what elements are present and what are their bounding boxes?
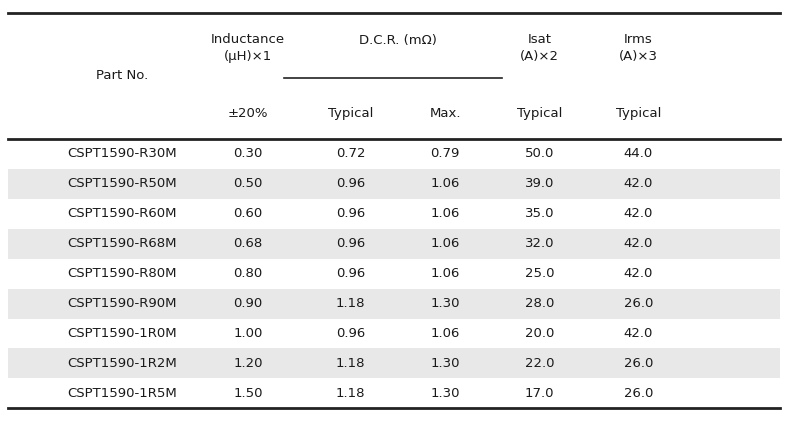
Text: ±20%: ±20% bbox=[228, 107, 269, 120]
Text: 0.96: 0.96 bbox=[336, 207, 366, 220]
Text: 1.18: 1.18 bbox=[336, 357, 366, 370]
Text: 44.0: 44.0 bbox=[623, 147, 653, 160]
Text: 1.30: 1.30 bbox=[430, 387, 460, 400]
Text: Typical: Typical bbox=[517, 107, 563, 120]
Text: 0.96: 0.96 bbox=[336, 267, 366, 280]
Text: 1.06: 1.06 bbox=[430, 237, 460, 250]
Text: 1.06: 1.06 bbox=[430, 207, 460, 220]
Text: 0.90: 0.90 bbox=[233, 297, 263, 310]
Text: 1.50: 1.50 bbox=[233, 387, 263, 400]
Text: 17.0: 17.0 bbox=[525, 387, 555, 400]
Text: 1.00: 1.00 bbox=[233, 327, 263, 340]
Text: 1.06: 1.06 bbox=[430, 177, 460, 190]
Text: 50.0: 50.0 bbox=[525, 147, 555, 160]
Text: 39.0: 39.0 bbox=[525, 177, 555, 190]
Bar bbox=[8, 349, 780, 378]
Text: 26.0: 26.0 bbox=[623, 387, 653, 400]
Text: 0.96: 0.96 bbox=[336, 237, 366, 250]
Text: Typical: Typical bbox=[615, 107, 661, 120]
Text: 0.60: 0.60 bbox=[233, 207, 263, 220]
Text: 0.79: 0.79 bbox=[430, 147, 460, 160]
Bar bbox=[8, 229, 780, 258]
Text: Part No.: Part No. bbox=[96, 69, 148, 82]
Text: 28.0: 28.0 bbox=[525, 297, 555, 310]
Text: 22.0: 22.0 bbox=[525, 357, 555, 370]
Text: CSPT1590-R60M: CSPT1590-R60M bbox=[68, 207, 177, 220]
Bar bbox=[8, 289, 780, 319]
Text: D.C.R. (mΩ): D.C.R. (mΩ) bbox=[359, 34, 437, 47]
Text: 42.0: 42.0 bbox=[623, 177, 653, 190]
Text: Irms
(A)×3: Irms (A)×3 bbox=[619, 33, 658, 63]
Text: 1.30: 1.30 bbox=[430, 297, 460, 310]
Text: 1.20: 1.20 bbox=[233, 357, 263, 370]
Text: 42.0: 42.0 bbox=[623, 207, 653, 220]
Text: CSPT1590-R30M: CSPT1590-R30M bbox=[67, 147, 177, 160]
Text: Typical: Typical bbox=[328, 107, 374, 120]
Text: Max.: Max. bbox=[429, 107, 461, 120]
Text: 1.18: 1.18 bbox=[336, 387, 366, 400]
Text: 1.30: 1.30 bbox=[430, 357, 460, 370]
Text: CSPT1590-R50M: CSPT1590-R50M bbox=[67, 177, 177, 190]
Text: 0.96: 0.96 bbox=[336, 327, 366, 340]
Text: 0.96: 0.96 bbox=[336, 177, 366, 190]
Text: 42.0: 42.0 bbox=[623, 237, 653, 250]
Text: CSPT1590-1R0M: CSPT1590-1R0M bbox=[67, 327, 177, 340]
Text: 0.80: 0.80 bbox=[233, 267, 263, 280]
Text: 25.0: 25.0 bbox=[525, 267, 555, 280]
Text: 32.0: 32.0 bbox=[525, 237, 555, 250]
Bar bbox=[8, 169, 780, 199]
Text: 26.0: 26.0 bbox=[623, 357, 653, 370]
Text: 0.30: 0.30 bbox=[233, 147, 263, 160]
Text: 1.18: 1.18 bbox=[336, 297, 366, 310]
Text: 42.0: 42.0 bbox=[623, 327, 653, 340]
Text: CSPT1590-R68M: CSPT1590-R68M bbox=[68, 237, 177, 250]
Text: 1.06: 1.06 bbox=[430, 267, 460, 280]
Text: 35.0: 35.0 bbox=[525, 207, 555, 220]
Text: 0.68: 0.68 bbox=[233, 237, 263, 250]
Text: Inductance
(μH)×1: Inductance (μH)×1 bbox=[211, 33, 285, 63]
Text: 26.0: 26.0 bbox=[623, 297, 653, 310]
Text: 0.72: 0.72 bbox=[336, 147, 366, 160]
Text: CSPT1590-1R5M: CSPT1590-1R5M bbox=[67, 387, 177, 400]
Text: CSPT1590-R80M: CSPT1590-R80M bbox=[68, 267, 177, 280]
Text: 20.0: 20.0 bbox=[525, 327, 555, 340]
Text: 42.0: 42.0 bbox=[623, 267, 653, 280]
Text: 0.50: 0.50 bbox=[233, 177, 263, 190]
Text: Isat
(A)×2: Isat (A)×2 bbox=[520, 33, 559, 63]
Text: CSPT1590-R90M: CSPT1590-R90M bbox=[68, 297, 177, 310]
Text: 1.06: 1.06 bbox=[430, 327, 460, 340]
Text: CSPT1590-1R2M: CSPT1590-1R2M bbox=[67, 357, 177, 370]
